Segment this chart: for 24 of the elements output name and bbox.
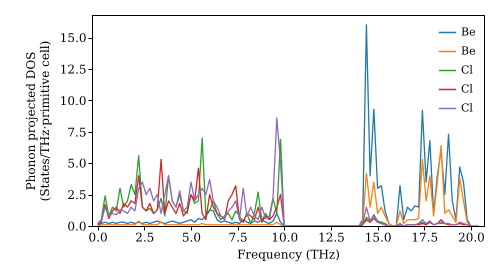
x-axis-title: Frequency (THz) [237, 248, 340, 262]
legend-label: Cl [461, 64, 474, 76]
y-tick-label: 15.0 [60, 31, 86, 46]
y-tick-label: 5.0 [67, 156, 86, 171]
legend-label: Cl [461, 82, 474, 96]
x-tick-label: 10.0 [271, 230, 298, 244]
legend-label: Be [461, 44, 476, 58]
y-tick-label: 2.5 [67, 188, 86, 202]
x-tick-label: 0.0 [88, 230, 108, 244]
y-axis-title: Phonon projected DOS (States/THz·primitive cell) [24, 40, 52, 202]
x-tick-label: 2.5 [135, 230, 154, 244]
x-tick-label: 17.5 [411, 230, 438, 244]
y-tick-label: 7.5 [67, 125, 86, 140]
y-tick-label: 12.5 [60, 62, 86, 77]
x-tick-label: 7.5 [228, 230, 248, 244]
legend-label: Be [461, 26, 476, 38]
x-tick-label: 5.0 [182, 230, 201, 244]
x-tick-label: 15.0 [364, 230, 392, 244]
y-tick-label: 10.0 [60, 94, 86, 108]
line-series [96, 117, 480, 226]
x-tick-label: 20.0 [458, 230, 485, 244]
x-tick-label: 12.5 [318, 230, 345, 244]
y-tick-label: 0.0 [67, 220, 86, 234]
legend-label: Cl [461, 102, 474, 114]
